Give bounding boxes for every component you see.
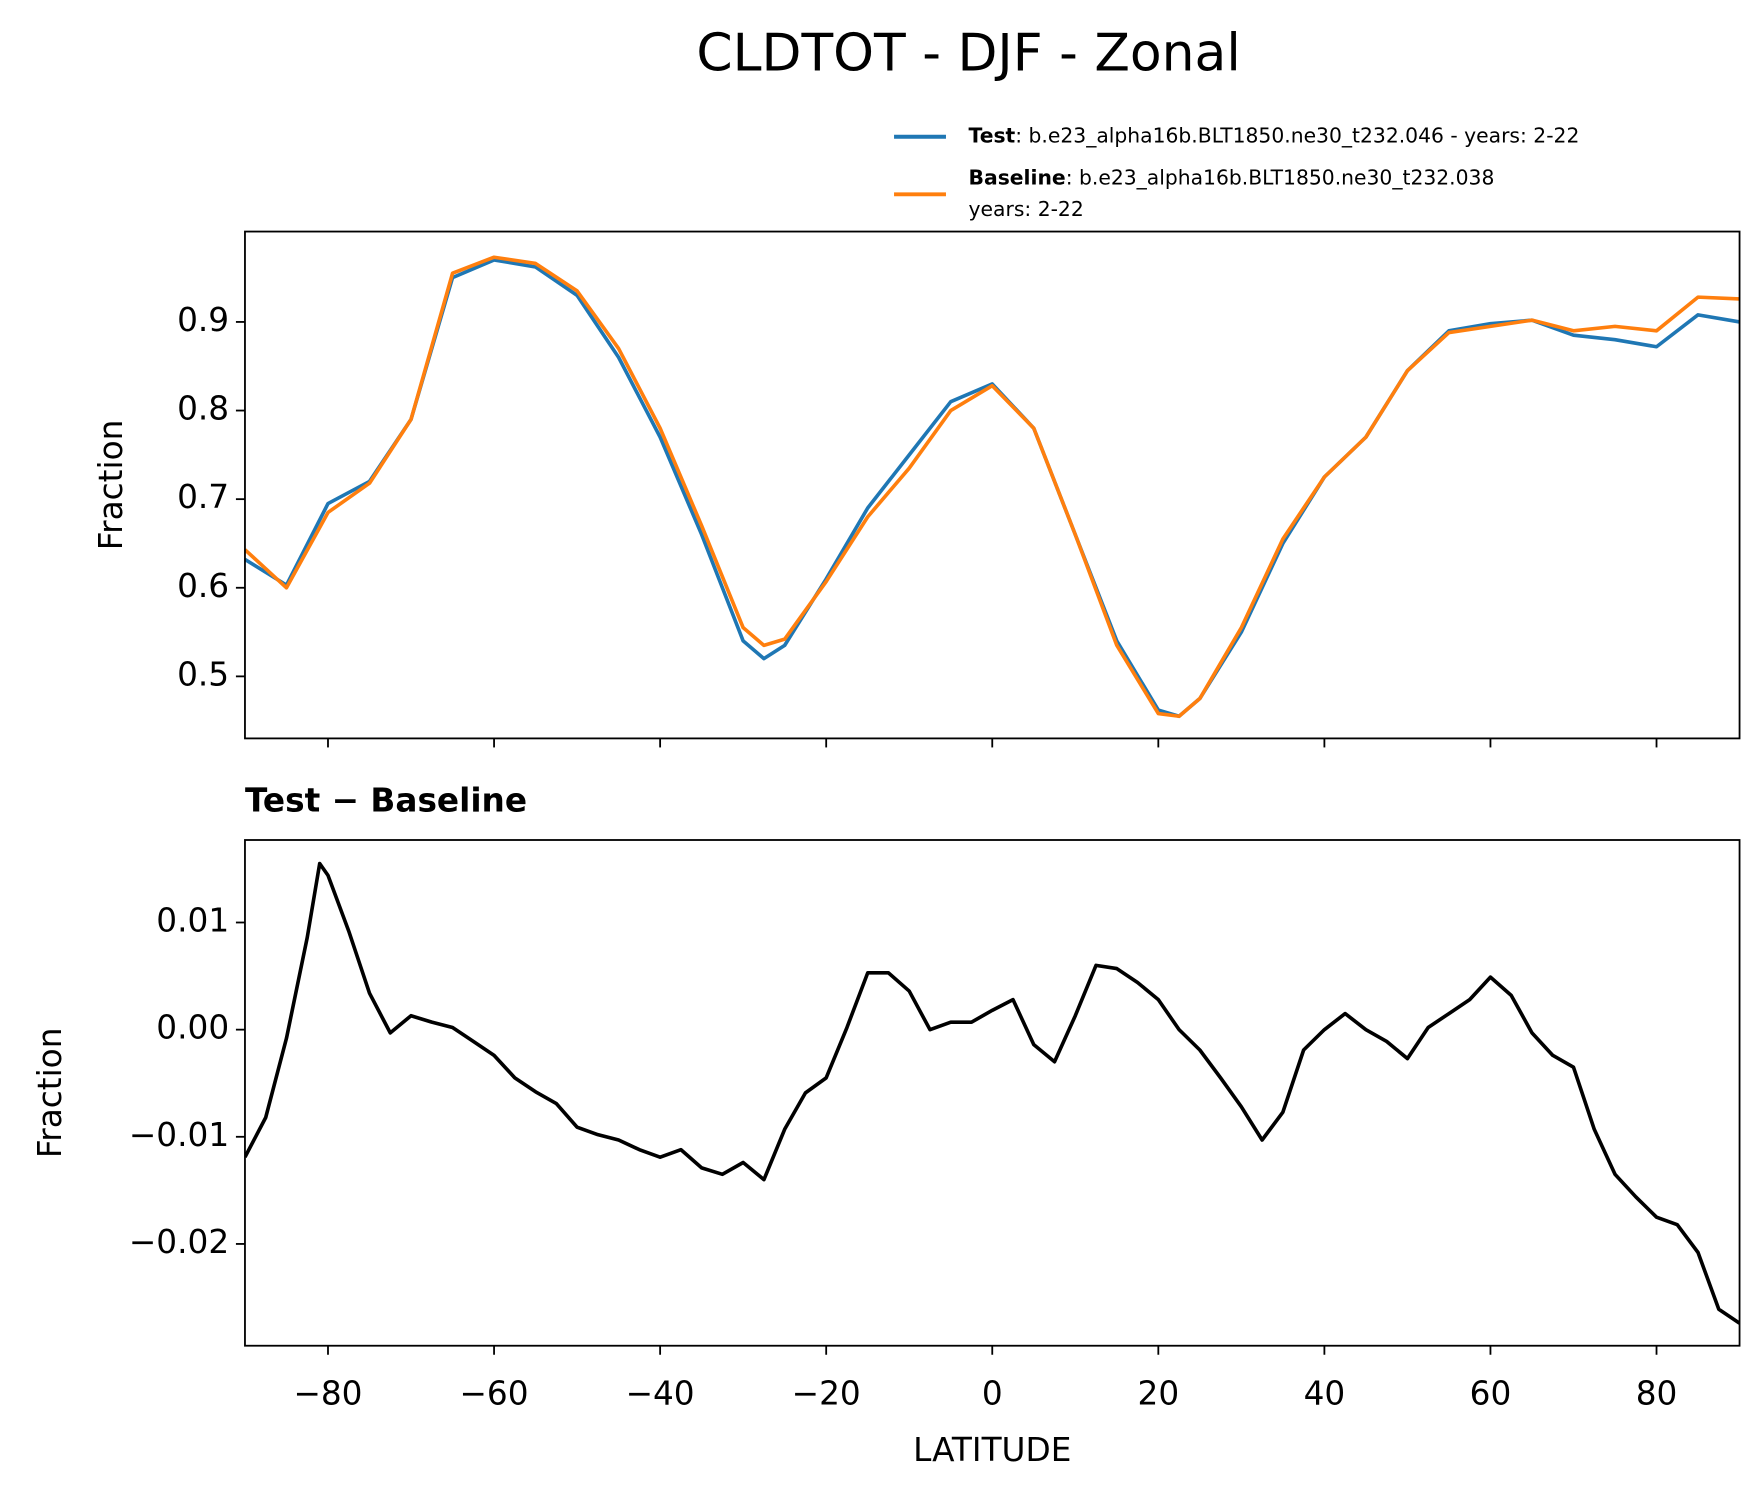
y-axis-label: Fraction <box>31 1028 69 1159</box>
chart-title: CLDTOT - DJF - Zonal <box>696 24 1240 84</box>
legend-text: : b.e23_alpha16b.BLT1850.ne30_t232.046 -… <box>1015 124 1579 149</box>
legend-text: : b.e23_alpha16b.BLT1850.ne30_t232.038 <box>1066 165 1495 190</box>
y-tick-label: 0.9 <box>177 301 229 339</box>
x-tick-label: −80 <box>293 1374 362 1412</box>
x-tick-label: 60 <box>1470 1374 1512 1412</box>
y-tick-label: 0.01 <box>156 902 229 940</box>
y-tick-label: −0.01 <box>129 1116 229 1154</box>
data-line <box>244 258 1740 719</box>
y-tick-label: 0.5 <box>177 655 229 693</box>
x-tick-label: 80 <box>1636 1374 1678 1412</box>
x-tick-label: 20 <box>1138 1374 1180 1412</box>
y-tick-label: −0.02 <box>129 1223 229 1261</box>
panel-title: Test − Baseline <box>245 782 527 820</box>
plot-frame <box>244 230 1741 740</box>
plot-frame <box>244 839 1741 1347</box>
x-tick-label: 40 <box>1304 1374 1346 1412</box>
data-line <box>244 255 1740 719</box>
legend-label: years: 2-22 <box>969 197 1084 221</box>
legend-label: Test: b.e23_alpha16b.BLT1850.ne30_t232.0… <box>969 124 1580 149</box>
x-tick-label: −20 <box>792 1374 861 1412</box>
x-tick-label: −40 <box>626 1374 695 1412</box>
legend-label: Baseline: b.e23_alpha16b.BLT1850.ne30_t2… <box>969 165 1495 190</box>
y-axis-label: Fraction <box>92 420 130 551</box>
x-axis-label: LATITUDE <box>913 1431 1071 1469</box>
y-tick-label: 0.6 <box>177 567 229 605</box>
x-tick-label: −60 <box>460 1374 529 1412</box>
y-tick-label: 0.00 <box>156 1009 229 1047</box>
x-tick-label: 0 <box>982 1374 1003 1412</box>
legend-name: Baseline <box>969 165 1066 189</box>
y-tick-label: 0.8 <box>177 390 229 428</box>
data-line <box>244 861 1740 1325</box>
legend-name: Test <box>969 124 1016 148</box>
legend-text: years: 2-22 <box>969 197 1084 221</box>
y-tick-label: 0.7 <box>177 478 229 516</box>
